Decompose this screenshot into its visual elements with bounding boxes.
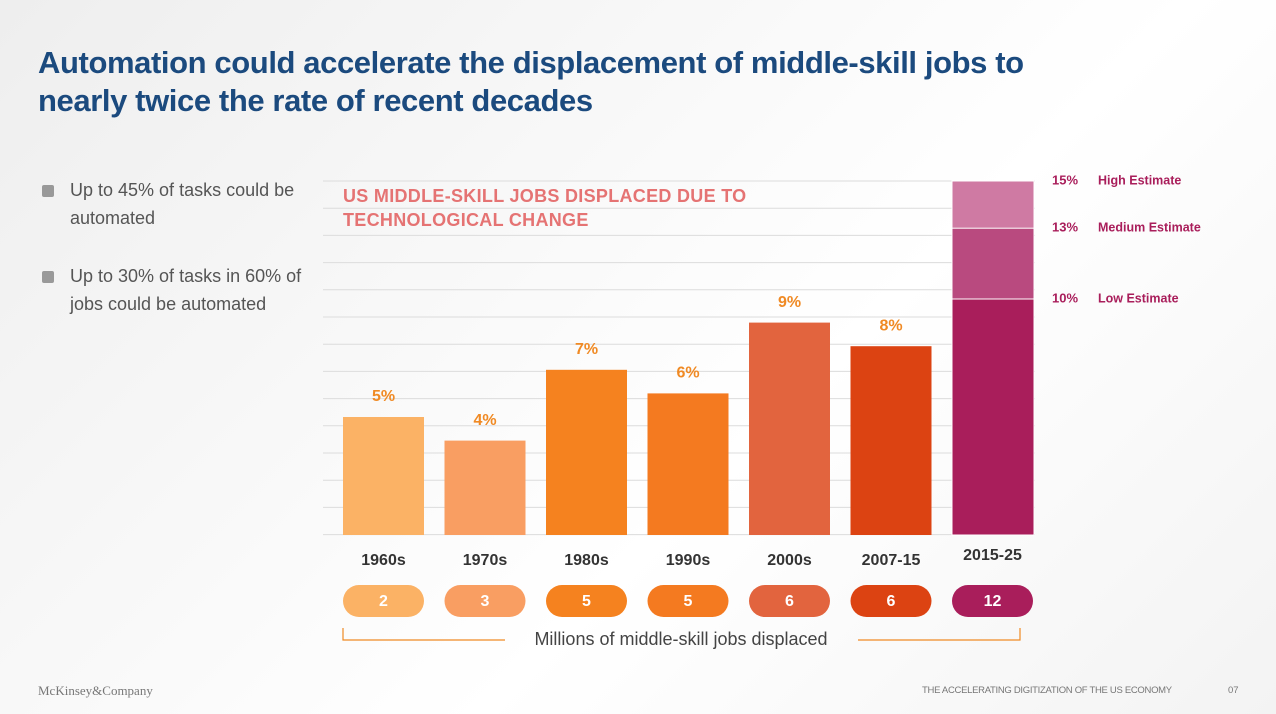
bullet: Up to 45% of tasks could be automated — [42, 176, 310, 232]
estimate-bar — [951, 298, 1035, 536]
estimate-name: Medium Estimate — [1098, 220, 1201, 234]
jobs-value: 3 — [481, 593, 490, 610]
bar — [749, 322, 830, 535]
footer-text: THE ACCELERATING DIGITIZATION OF THE US … — [922, 685, 1172, 696]
bar — [343, 417, 424, 535]
jobs-pill — [647, 585, 729, 617]
x-tick-label: 2007-15 — [862, 552, 921, 569]
x-tick-label: 1970s — [463, 552, 508, 569]
footer-logo: McKinsey&Company — [38, 683, 153, 698]
estimate-name: Low Estimate — [1098, 291, 1179, 305]
slide-title: Automation could accelerate the displace… — [38, 45, 1024, 118]
data-label: 5% — [372, 388, 395, 405]
estimate-name: High Estimate — [1098, 173, 1181, 187]
x-tick-label: 1980s — [564, 552, 609, 569]
jobs-value: 2 — [379, 593, 388, 610]
jobs-caption: Millions of middle-skill jobs displaced — [534, 629, 827, 649]
jobs-pill — [444, 585, 526, 617]
jobs-value: 5 — [684, 593, 693, 610]
jobs-pill — [749, 585, 830, 617]
data-label: 7% — [575, 341, 598, 358]
jobs-pill — [952, 585, 1033, 617]
estimate-label: 15% — [1052, 172, 1078, 187]
x-tick-label: 1960s — [361, 552, 406, 569]
bar — [850, 346, 932, 535]
data-label: 8% — [879, 317, 902, 334]
bar — [444, 440, 526, 535]
jobs-pill — [343, 585, 424, 617]
x-tick-label: 1990s — [666, 552, 711, 569]
bar — [647, 393, 729, 535]
data-label: 4% — [473, 412, 496, 429]
jobs-value: 5 — [582, 593, 591, 610]
x-tick-label: 2000s — [767, 552, 812, 569]
estimate-label: 10% — [1052, 290, 1078, 305]
jobs-value: 6 — [785, 593, 794, 610]
data-label: 9% — [778, 294, 801, 311]
bar — [546, 369, 627, 535]
jobs-pill — [850, 585, 932, 617]
bullet: Up to 30% of tasks in 60% of jobs could … — [42, 262, 310, 318]
jobs-value: 6 — [887, 593, 896, 610]
chart-title: US MIDDLE-SKILL JOBS DISPLACED DUE TO TE… — [343, 186, 747, 230]
x-tick-label: 2015-25 — [963, 547, 1022, 564]
jobs-pill — [546, 585, 627, 617]
data-label: 6% — [676, 365, 699, 382]
bracket — [342, 628, 1021, 641]
jobs-value: 12 — [984, 593, 1002, 610]
estimate-label: 13% — [1052, 220, 1078, 235]
page-number: 07 — [1228, 685, 1239, 696]
